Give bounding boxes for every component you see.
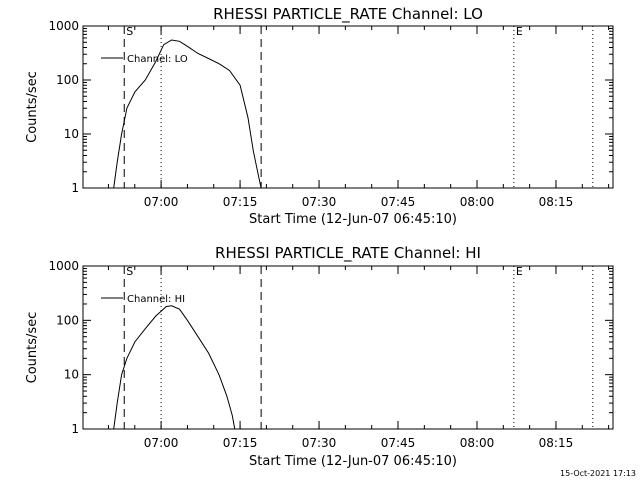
x-tick-label: 07:00 [144,195,179,209]
x-tick-label: 07:45 [381,195,416,209]
y-tick-label: 1 [71,422,79,436]
x-tick-label: 07:15 [223,195,258,209]
y-tick-label: 100 [56,313,79,327]
series-line [113,305,236,430]
y-tick-label: 100 [56,73,79,87]
x-tick-label: 08:00 [460,195,495,209]
x-tick-label: 07:45 [381,436,416,450]
series-line [113,39,262,189]
x-tick-label: 07:00 [144,436,179,450]
y-tick-label: 10 [64,127,79,141]
lo-channel-panel: RHESSI PARTICLE_RATE Channel: LO 1 10 100 10… [25,5,614,227]
chart-title: RHESSI PARTICLE_RATE Channel: HI [215,244,481,263]
x-axis-label: Start Time (12-Jun-07 06:45:10) [249,454,457,469]
y-tick-label: 1000 [48,259,79,273]
x-tick-label: 08:15 [539,436,574,450]
chart-title: RHESSI PARTICLE_RATE Channel: LO [213,5,483,24]
y-tick-label: 1000 [48,19,79,33]
marker-label: E [516,25,523,38]
x-tick-label: 08:00 [460,436,495,450]
x-tick-label: 07:30 [302,436,337,450]
legend-label: Channel: LO [127,54,188,65]
hi-channel-panel: RHESSI PARTICLE_RATE Channel: HI 1 10 100 10… [25,244,614,469]
y-tick-label: 1 [71,181,79,195]
plot-frame [82,25,614,189]
marker-label: E [516,265,523,278]
x-tick-label: 07:15 [223,436,258,450]
marker-label: S [126,265,133,278]
y-axis-label: Counts/sec [25,71,40,143]
footer-timestamp: 15-Oct-2021 17:13 [560,469,636,478]
legend-label: Channel: HI [127,294,185,305]
y-tick-label: 10 [64,368,79,382]
marker-label: S [126,25,133,38]
plot-frame [82,265,614,430]
y-axis-label: Counts/sec [25,312,40,384]
x-tick-label: 08:15 [539,195,574,209]
x-tick-label: 07:30 [302,195,337,209]
x-axis-label: Start Time (12-Jun-07 06:45:10) [249,212,457,227]
